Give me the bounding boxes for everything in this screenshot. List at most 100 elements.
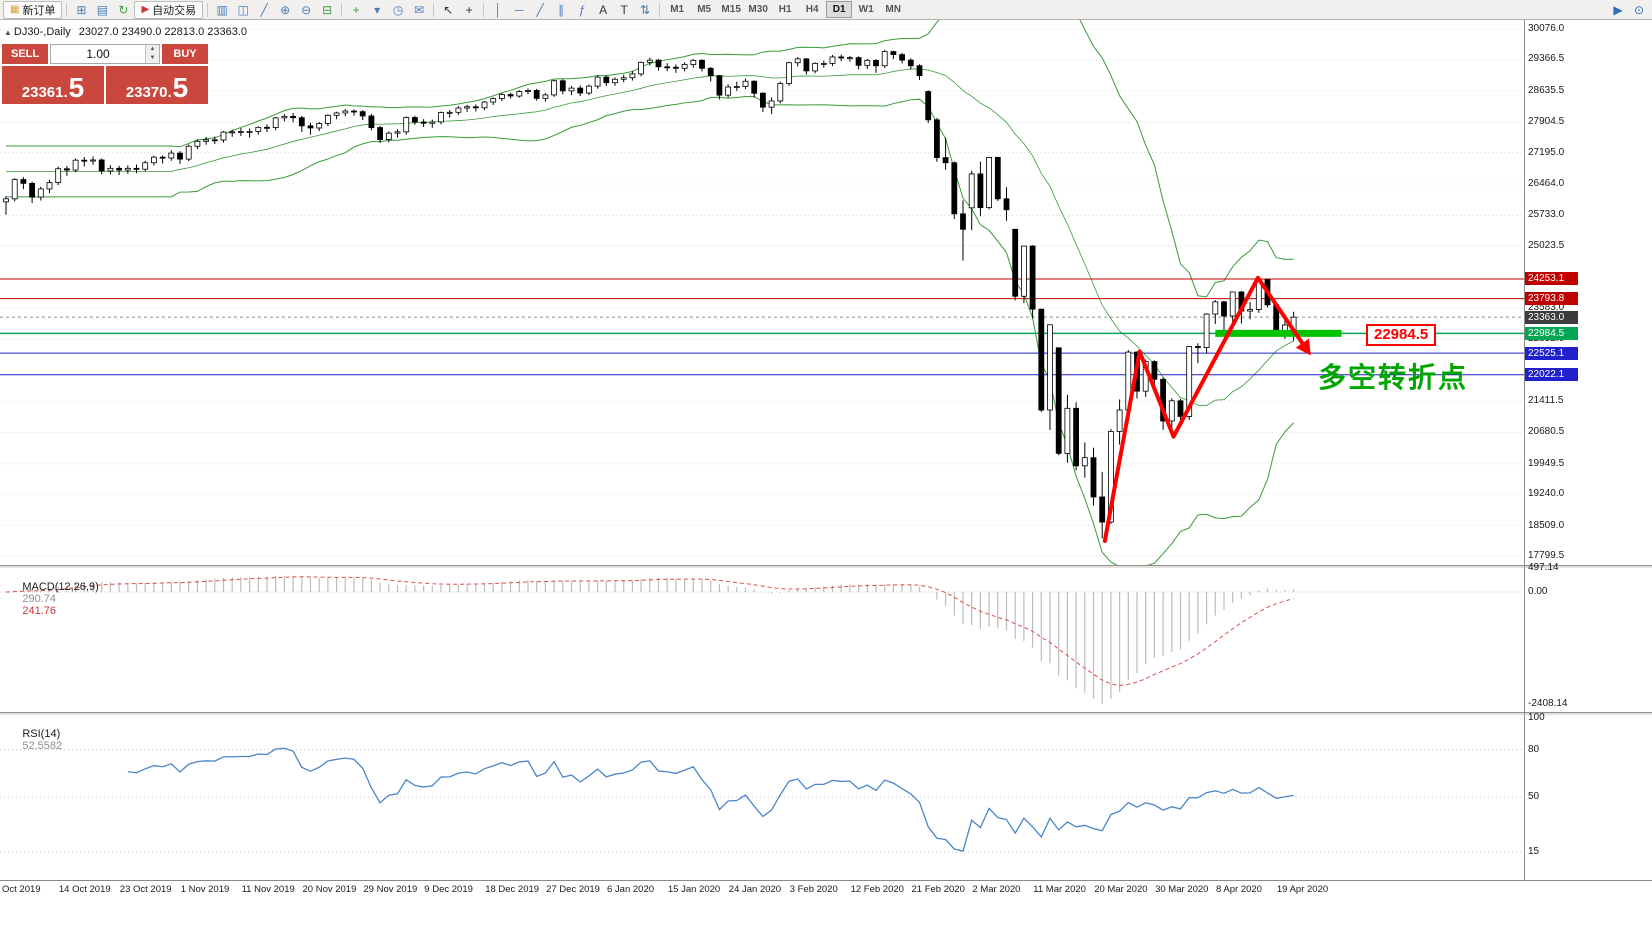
date-label: 15 Jan 2020 [667,884,721,895]
panel-splitter[interactable] [0,565,1652,568]
macd-value-main: 290.74 [22,593,56,605]
label-icon[interactable]: T [620,2,628,17]
toolbar-separator [66,2,68,17]
macd-axis-label: 497.14 [1528,562,1559,573]
volume-input[interactable]: 1.00 ▲ ▼ [50,44,160,64]
date-label: 11 Mar 2020 [1033,884,1086,895]
price-axis-divider [1524,20,1525,881]
rsi-title: RSI(14) [22,728,61,740]
sell-price-box[interactable]: 23361. 5 [2,66,104,104]
timeframe-m30[interactable]: M30 [748,4,768,15]
timeframe-d1[interactable]: D1 [826,1,853,18]
market-watch-icon[interactable]: ⊞ [76,2,87,17]
rsi-indicator-chart[interactable] [0,714,1652,880]
price-axis-label: 21411.5 [1528,394,1564,406]
price-tag-annotation[interactable]: 22984.5 [1366,324,1437,346]
buy-price-main: 23370. [125,84,172,101]
templates-icon[interactable]: ✉ [414,2,425,17]
new-order-button[interactable]: ▦ 新订单 [3,0,63,19]
buy-price-box[interactable]: 23370. 5 [106,66,208,104]
date-label: 12 Feb 2020 [850,884,904,895]
bar-chart-icon[interactable]: ▥ [216,2,228,17]
turning-point-note[interactable]: 多空转折点 [1318,361,1469,394]
price-axis-label: 25023.5 [1528,239,1565,251]
search-icon[interactable]: ⊙ [1633,2,1645,17]
zoom-out-icon[interactable]: ⊖ [301,2,312,17]
price-axis-label: 17799.5 [1528,550,1565,561]
price-axis-label: 23583.0 [1528,301,1565,313]
main-price-chart[interactable] [0,20,1652,565]
toolbar-separator [433,2,435,17]
volume-down-icon[interactable]: ▼ [146,54,159,63]
toolbar-separator [659,2,661,17]
date-label: 20 Nov 2019 [302,884,357,895]
timeframe-m1[interactable]: M1 [670,4,685,15]
timeframe-h4[interactable]: H4 [805,4,819,15]
chart-symbol-label: ▲ DJ30-,Daily 23027.0 23490.0 22813.0 2336… [4,26,247,38]
sell-price-main: 23361. [21,84,68,101]
macd-signal-line [5,576,1294,687]
horizontal-line-icon[interactable]: ─ [514,2,524,17]
text-icon[interactable]: A [599,2,608,17]
toolbar-separator [341,2,343,17]
sell-button[interactable]: SELL [2,44,48,64]
date-label: 1 Nov 2019 [180,884,230,895]
panel-splitter[interactable] [0,712,1652,715]
vertical-line-icon[interactable]: │ [494,2,502,17]
crosshair-icon[interactable]: + [465,2,473,17]
tile-windows-icon[interactable]: ⊟ [322,2,333,17]
price-axis-label: 19949.5 [1528,457,1565,469]
toolbar-separator [207,2,209,17]
trendline-icon[interactable]: ╱ [536,2,544,17]
date-label: 21 Feb 2020 [911,884,965,895]
zoom-in-icon[interactable]: ⊕ [280,2,291,17]
channel-icon[interactable]: ∥ [558,2,565,17]
price-axis-label: 27904.5 [1528,116,1565,128]
date-label: 8 Apr 2020 [1216,884,1262,895]
cursor-icon[interactable]: ↖ [443,2,454,17]
autotrading-button[interactable]: ▶ 自动交易 [134,0,204,19]
fibonacci-icon[interactable]: ƒ [578,2,586,17]
profiles-icon[interactable]: ▾ [374,2,381,17]
candles-series [3,49,1297,539]
rsi-axis-label: 100 [1528,712,1545,723]
new-chart-icon[interactable]: + [352,2,360,17]
timeframe-m5[interactable]: M5 [697,4,712,15]
date-label: 30 Mar 2020 [1155,884,1209,895]
sell-price-big-digit: 5 [68,72,85,104]
date-label: 3 Feb 2020 [789,884,838,895]
date-label: 19 Apr 2020 [1276,884,1329,895]
date-label: 14 Oct 2019 [58,884,111,895]
volume-up-icon[interactable]: ▲ [146,45,159,54]
autotrading-button-icon: ▶ [141,4,150,15]
macd-title: MACD(12,26,9) [22,581,99,593]
volume-value[interactable]: 1.00 [86,47,110,61]
line-chart-icon[interactable]: ╱ [260,2,268,17]
timeframe-h1[interactable]: H1 [778,4,792,15]
macd-indicator-chart[interactable] [0,567,1652,712]
date-label: 29 Nov 2019 [363,884,418,895]
symbol-ohlc-values: 23027.0 23490.0 22813.0 23363.0 [78,26,247,38]
date-label: 9 Dec 2019 [424,884,473,895]
timeframe-mn[interactable]: MN [885,4,901,15]
one-click-trading-panel: SELL 1.00 ▲ ▼ BUY 23361. 5 23370. 5 [2,44,208,104]
candlestick-icon[interactable]: ◫ [237,2,249,17]
buy-button[interactable]: BUY [162,44,208,64]
pointer-icon[interactable]: ▶ [1613,2,1623,17]
time-axis[interactable]: Oct 2019 14 Oct 2019 23 Oct 2019 1 Nov 2019… [0,880,1652,902]
chart-workspace: 30076.0 29366.5 28635.5 27904.5 27195.0 26464… [0,20,1652,946]
date-label: 23 Oct 2019 [119,884,172,895]
new-order-button-icon: ▦ [10,4,20,15]
timeframe-w1[interactable]: W1 [858,4,874,15]
timeframe-m15[interactable]: M15 [721,4,741,15]
price-axis-label: 20680.5 [1528,426,1565,438]
arrows-icon[interactable]: ⇅ [640,2,651,17]
date-label: 6 Jan 2020 [607,884,655,895]
period-icon[interactable]: ◷ [392,2,404,17]
refresh-icon[interactable]: ↻ [118,2,129,17]
data-window-icon[interactable]: ▤ [96,2,109,17]
zigzag-arrow-annotation[interactable] [1102,275,1311,543]
macd-indicator-label: MACD(12,26,9) 290.74 241.76 [4,569,99,629]
rsi-value: 52.5582 [22,740,63,752]
grid [0,28,1524,557]
